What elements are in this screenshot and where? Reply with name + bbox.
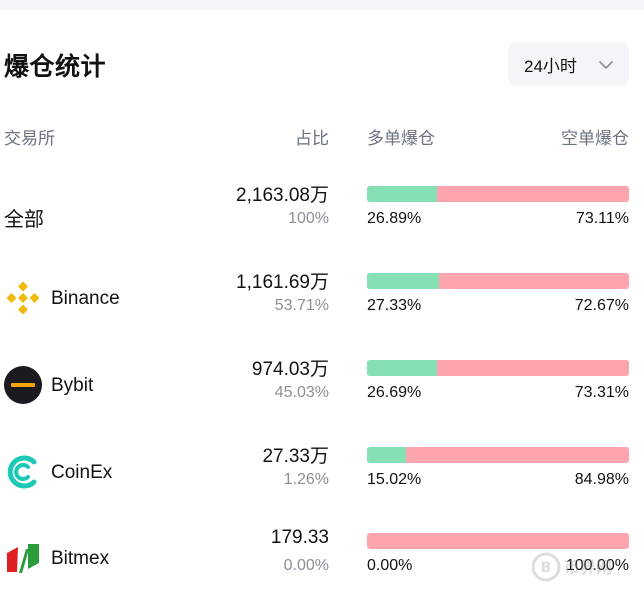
table-row-bitmex[interactable]: Bitmex 179.33 0.00% 0.00% 100.00%	[0, 522, 644, 602]
page-title: 爆仓统计	[4, 53, 107, 81]
watermark-text: 币界网	[564, 558, 612, 577]
column-header-short[interactable]: 空单爆仓	[561, 129, 629, 148]
long-short-bar	[367, 360, 629, 376]
liquidation-amount: 27.33万	[262, 446, 329, 467]
svg-text:B: B	[541, 560, 552, 576]
liquidation-amount: 179.33	[270, 527, 329, 548]
column-header-share[interactable]: 占比	[295, 129, 329, 148]
short-percent: 84.98%	[574, 471, 629, 488]
table-row-bybit[interactable]: Bybit 974.03万 45.03% 26.69% 73.31%	[0, 349, 644, 429]
binance-logo-icon	[6, 281, 40, 315]
long-percent: 26.69%	[367, 384, 422, 401]
liquidation-amount: 1,161.69万	[236, 272, 329, 293]
exchange-name: Bybit	[51, 375, 94, 396]
period-dropdown[interactable]: 24小时	[508, 42, 629, 86]
short-bar-fill	[438, 273, 629, 289]
short-bar-fill	[367, 533, 629, 549]
liquidation-amount: 2,163.08万	[236, 185, 329, 206]
liquidation-amount: 974.03万	[251, 359, 329, 380]
table-row-binance[interactable]: Binance 1,161.69万 53.71% 27.33% 72.67%	[0, 262, 644, 342]
short-percent: 100.00%	[565, 557, 629, 574]
long-short-bar	[367, 533, 629, 549]
period-label: 24小时	[524, 56, 577, 76]
long-short-bar	[367, 186, 629, 202]
long-bar-fill	[367, 447, 407, 463]
short-bar-fill	[436, 360, 629, 376]
watermark-logo: B 币界网	[532, 552, 612, 582]
exchange-name: 全部	[4, 209, 44, 231]
bybit-logo-icon	[4, 366, 42, 404]
column-header-exchange: 交易所	[4, 129, 55, 148]
exchange-name: Binance	[51, 288, 120, 309]
short-bar-fill	[406, 447, 629, 463]
chevron-down-icon	[599, 61, 613, 69]
long-bar-fill	[367, 360, 437, 376]
short-percent: 72.67%	[574, 297, 629, 314]
exchange-name: Bitmex	[51, 548, 110, 569]
long-bar-fill	[367, 186, 438, 202]
long-percent: 0.00%	[367, 557, 413, 574]
long-short-bar	[367, 273, 629, 289]
share-percent: 45.03%	[274, 384, 329, 401]
long-percent: 27.33%	[367, 297, 422, 314]
long-percent: 15.02%	[367, 471, 422, 488]
share-percent: 0.00%	[283, 557, 329, 574]
short-percent: 73.11%	[575, 210, 629, 227]
short-bar-fill	[437, 186, 629, 202]
bitmex-logo-icon	[7, 544, 39, 573]
share-percent: 1.26%	[283, 471, 329, 488]
share-percent: 100%	[288, 210, 329, 227]
table-row-all[interactable]: 全部 2,163.08万 100% 26.89% 73.11%	[0, 175, 644, 255]
coinex-logo-icon	[7, 455, 37, 489]
table-row-coinex[interactable]: CoinEx 27.33万 1.26% 15.02% 84.98%	[0, 436, 644, 516]
top-strip	[0, 0, 644, 10]
long-bar-fill	[367, 273, 439, 289]
coin-watermark-icon: B	[532, 552, 561, 582]
long-short-bar	[367, 447, 629, 463]
exchange-name: CoinEx	[51, 462, 113, 483]
short-percent: 73.31%	[574, 384, 629, 401]
share-percent: 53.71%	[274, 297, 329, 314]
long-percent: 26.89%	[367, 210, 422, 227]
column-header-long[interactable]: 多单爆仓	[367, 129, 435, 148]
